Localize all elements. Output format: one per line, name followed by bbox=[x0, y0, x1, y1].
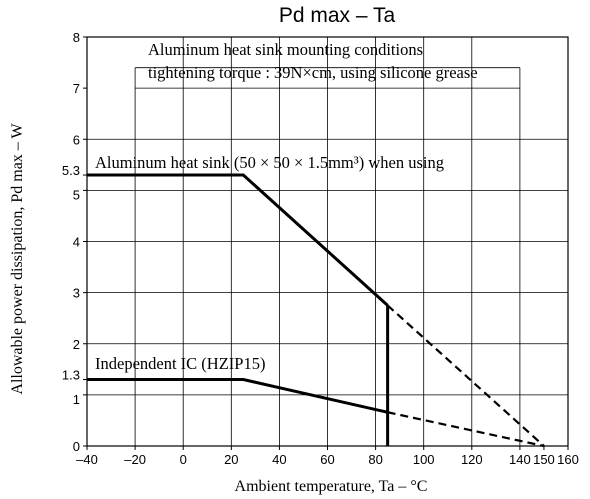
x-tick-label: 160 bbox=[557, 452, 579, 467]
heat-sink-derating-line bbox=[87, 173, 389, 307]
x-tick-label: 0 bbox=[180, 452, 187, 467]
y-tick-label: 7 bbox=[73, 81, 80, 96]
y-tick-label: 5 bbox=[73, 187, 80, 202]
y-axis-label: Allowable power dissipation, Pd max – W bbox=[9, 122, 26, 394]
heat-sink-extrapolated-line bbox=[386, 304, 545, 447]
x-axis-label: Ambient temperature, Ta – °C bbox=[235, 478, 428, 495]
x-tick-label: –40 bbox=[76, 452, 98, 467]
axis-ticks: –40 –20 0 20 40 60 80 100 120 140 150 160 0 1 1.3 2 3 4 5 5… bbox=[62, 30, 579, 467]
x-tick-label: 60 bbox=[320, 452, 334, 467]
series-label-independent-ic: Independent IC (HZIP15) bbox=[95, 354, 265, 373]
annotation-line-2: tightening torque : 39N×cm, using silico… bbox=[148, 63, 478, 82]
x-tick-label: –20 bbox=[124, 452, 146, 467]
y-tick-label: 5.3 bbox=[62, 163, 80, 178]
grid-lines bbox=[87, 37, 568, 446]
y-tick-label: 2 bbox=[73, 337, 80, 352]
chart-title: Pd max – Ta bbox=[279, 4, 396, 27]
y-tick-label: 4 bbox=[73, 235, 80, 250]
x-tick-label: 80 bbox=[368, 452, 382, 467]
y-tick-label: 1 bbox=[73, 392, 80, 407]
series-layer bbox=[87, 173, 545, 448]
annotation-line-1: Aluminum heat sink mounting conditions bbox=[148, 40, 423, 59]
x-tick-label: 40 bbox=[272, 452, 286, 467]
x-tick-label: 100 bbox=[413, 452, 435, 467]
annotation-box: Aluminum heat sink mounting conditions t… bbox=[148, 40, 478, 82]
independent-ic-derating-line bbox=[87, 378, 388, 414]
y-tick-label: 6 bbox=[73, 132, 80, 147]
x-tick-label: 140 bbox=[509, 452, 531, 467]
x-tick-label: 20 bbox=[224, 452, 238, 467]
series-label-heat-sink: Aluminum heat sink (50 × 50 × 1.5mm³) wh… bbox=[95, 153, 444, 172]
independent-ic-extrapolated-line bbox=[387, 411, 545, 448]
y-tick-label: 1.3 bbox=[62, 368, 80, 383]
x-tick-label: 120 bbox=[461, 452, 483, 467]
y-tick-label: 3 bbox=[73, 286, 80, 301]
x-tick-label: 150 bbox=[533, 452, 555, 467]
y-tick-label: 0 bbox=[73, 439, 80, 454]
y-tick-label: 8 bbox=[73, 30, 80, 45]
